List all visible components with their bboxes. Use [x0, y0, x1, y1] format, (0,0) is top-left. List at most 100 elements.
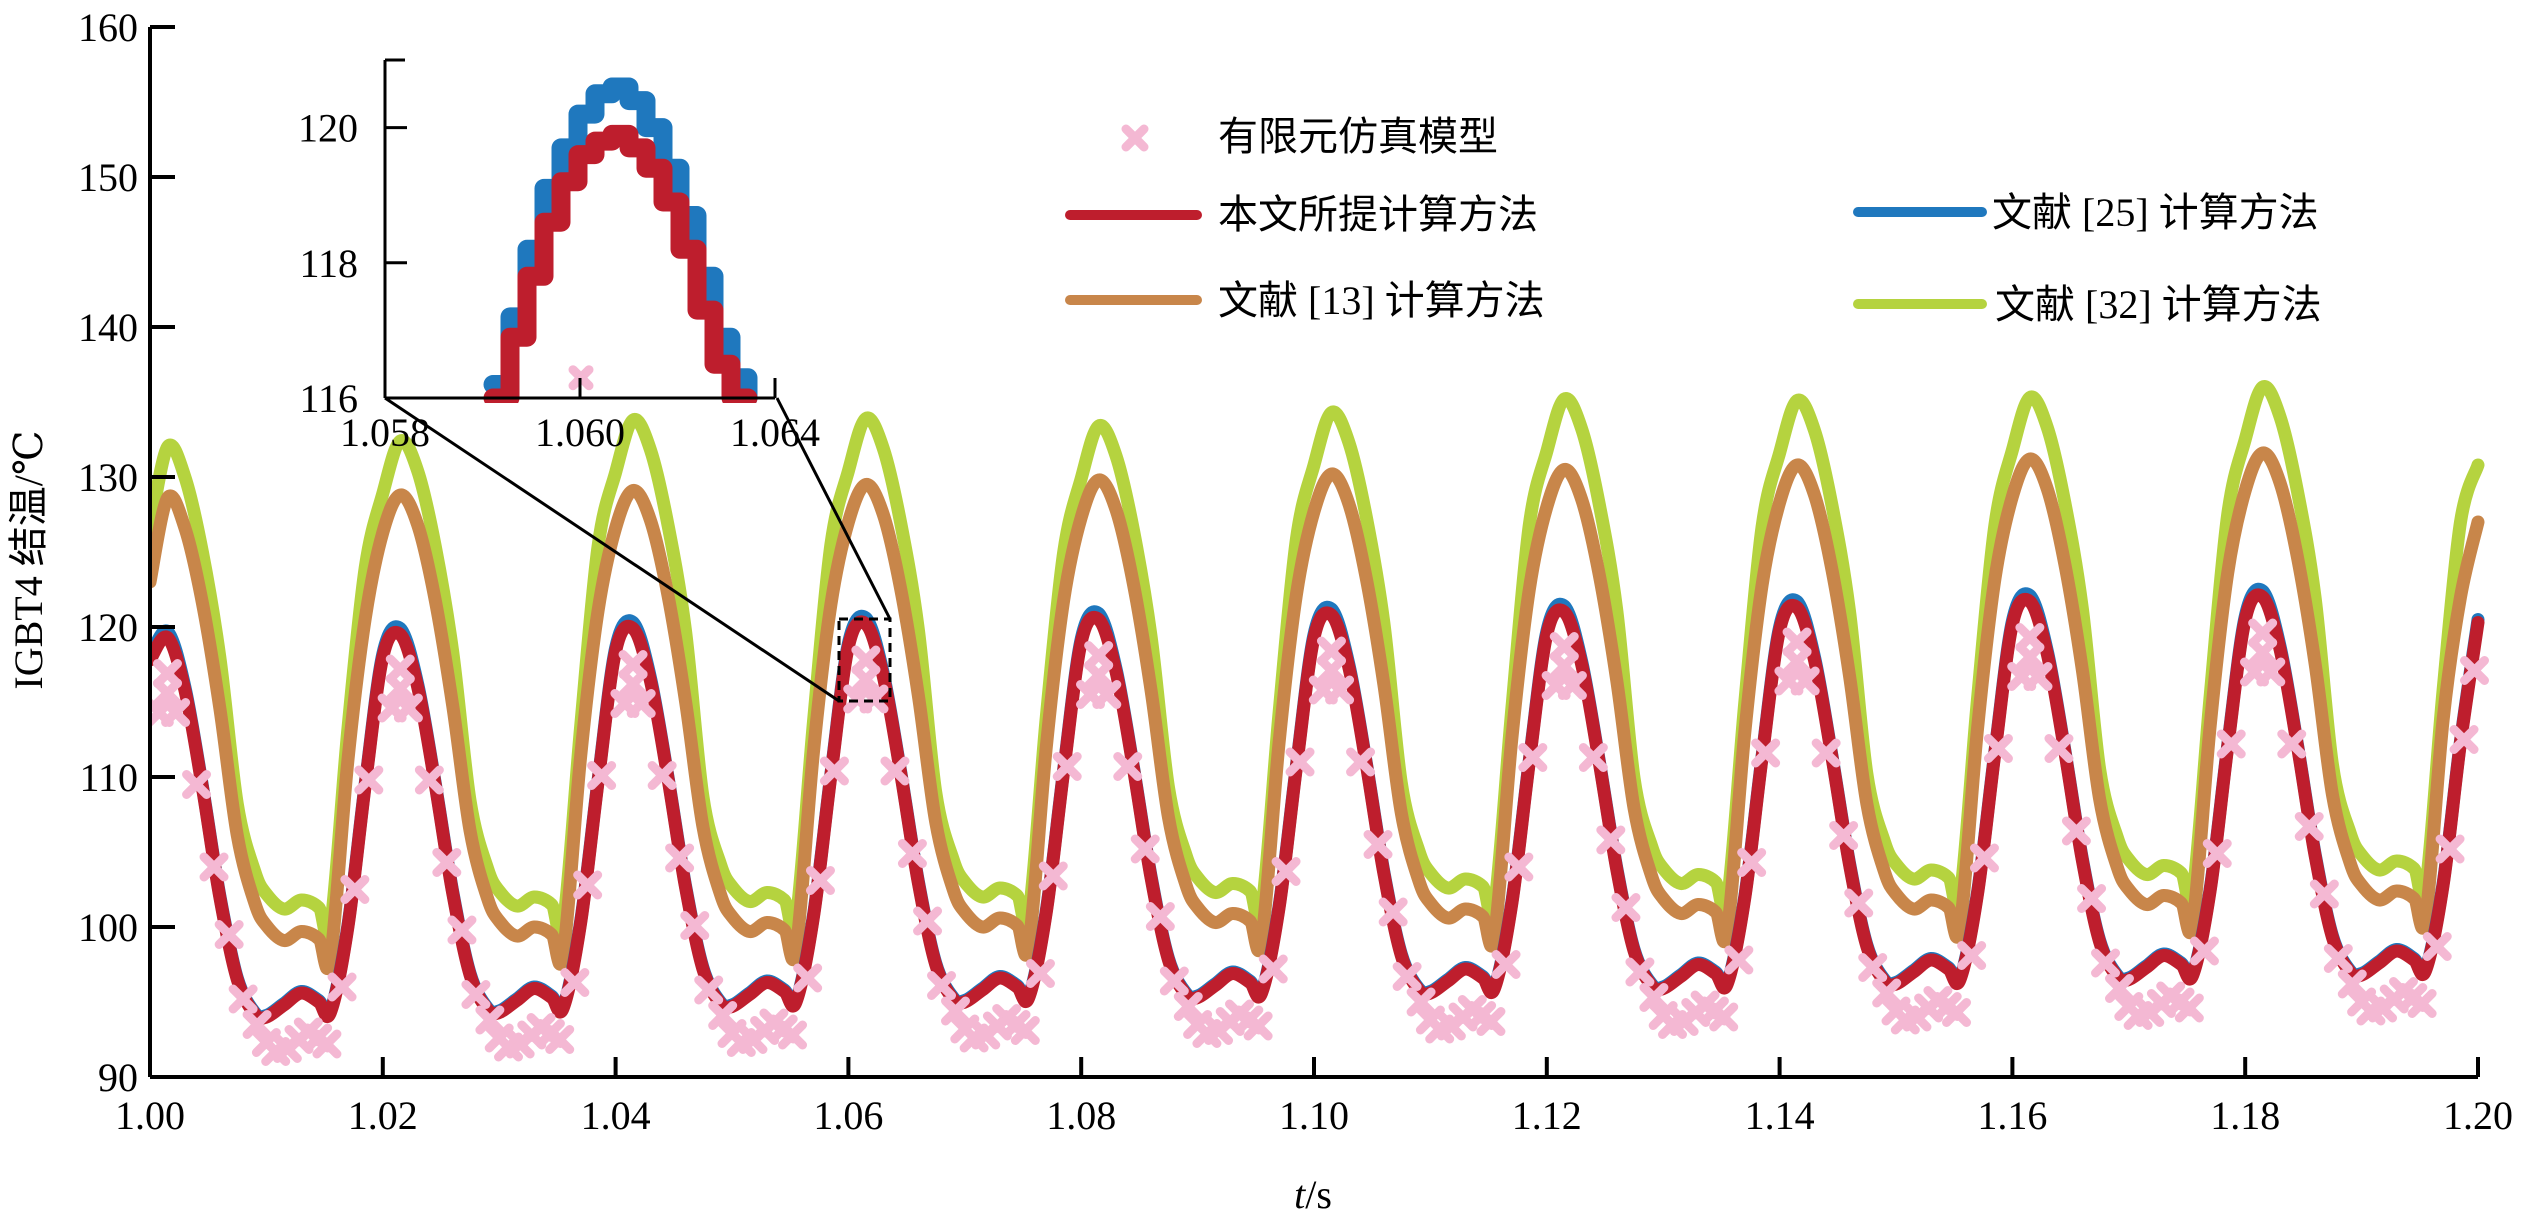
fe-marker	[573, 870, 603, 900]
x-tick-label: 1.04	[581, 1093, 651, 1138]
fe-marker	[1872, 978, 1902, 1008]
fe-marker	[1844, 888, 1874, 918]
x-tick-label: 1.14	[1745, 1093, 1815, 1138]
fe-marker	[708, 1001, 738, 1030]
fe-marker	[1392, 962, 1422, 991]
fe-marker	[913, 906, 943, 936]
fe-marker	[461, 980, 491, 1009]
fe-marker	[2061, 816, 2091, 846]
fe-marker	[805, 866, 835, 895]
fe-marker	[1737, 848, 1767, 877]
x-tick-label: 1.10	[1279, 1093, 1349, 1138]
legend-item-fe: 有限元仿真模型	[1121, 114, 1498, 159]
fe-marker	[1243, 1011, 1273, 1041]
inset-series-group	[483, 77, 758, 403]
fe-marker	[1084, 641, 1114, 670]
fe-marker	[385, 654, 415, 684]
y-tick-label: 150	[78, 155, 138, 200]
fe-marker	[1811, 738, 1841, 768]
fe-marker	[152, 659, 182, 688]
fe-marker	[1113, 752, 1143, 781]
fe-marker	[1038, 861, 1068, 891]
fe-marker	[242, 1010, 272, 1039]
x-axis-title-var: t	[1294, 1172, 1306, 1217]
legend: 有限元仿真模型 本文所提计算方法 文献 [25] 计算方法 文献 [13] 计算…	[1065, 114, 2322, 327]
fe-marker	[2091, 948, 2121, 978]
fe-marker	[340, 875, 370, 904]
fe-marker	[1790, 666, 1820, 696]
fe-marker	[1271, 857, 1301, 886]
zoom-region-box	[837, 617, 892, 703]
fe-marker	[327, 972, 357, 1002]
x-tick-label: 1.00	[115, 1093, 185, 1138]
fe-marker	[1639, 983, 1669, 1012]
fe-marker	[560, 968, 590, 997]
fe-marker	[1316, 636, 1346, 666]
x-tick-label: 1.18	[2210, 1093, 2280, 1138]
fe-marker	[1549, 632, 1579, 661]
inset-chart: 1.058 1.060 1.064 116 118 120	[298, 58, 820, 455]
fe-marker	[2422, 932, 2452, 961]
fe-marker	[1709, 1002, 1739, 1032]
x-axis-title: t/s	[1294, 1172, 1332, 1217]
inset-x-tick-label: 1.058	[340, 410, 430, 455]
fe-marker	[2216, 729, 2246, 759]
fe-marker	[1751, 738, 1781, 768]
fe-marker	[587, 761, 617, 790]
y-tick-label: 110	[79, 755, 138, 800]
fe-marker	[2248, 618, 2278, 648]
x-tick-label: 1.12	[1512, 1093, 1582, 1138]
fe-marker	[1145, 902, 1175, 931]
legend-label-proposed: 本文所提计算方法	[1218, 192, 1538, 237]
legend-item-ref25: 文献 [25] 计算方法	[1853, 190, 2319, 235]
fe-marker	[1285, 747, 1315, 777]
legend-item-ref32: 文献 [32] 计算方法	[1853, 282, 2322, 327]
fe-marker	[626, 689, 656, 718]
y-tick-label: 90	[98, 1055, 138, 1100]
fe-marker	[2407, 989, 2437, 1018]
fe-marker	[1363, 830, 1393, 859]
y-tick-label: 120	[78, 605, 138, 650]
fe-marker	[414, 765, 444, 795]
fe-marker	[1578, 743, 1608, 772]
fe-marker	[2015, 623, 2045, 652]
fe-marker	[1782, 627, 1812, 657]
fe-marker	[1406, 987, 1436, 1017]
fe-marker	[1504, 852, 1534, 882]
fe-marker	[1010, 1016, 1040, 1045]
fe-marker	[1724, 945, 1754, 975]
fe-marker	[432, 848, 462, 877]
fe-marker	[2337, 969, 2367, 999]
fe-marker	[2256, 657, 2286, 687]
x-tick-label: 1.02	[348, 1093, 418, 1138]
fe-marker	[2202, 839, 2232, 868]
inset-series-line-proposed	[483, 124, 758, 403]
main-series-group	[150, 380, 2485, 1025]
fe-marker	[1025, 959, 1055, 988]
fe-marker	[1625, 957, 1655, 987]
fe-marker	[851, 645, 881, 675]
legend-label-ref25: 文献 [25] 计算方法	[1992, 190, 2319, 235]
fe-marker	[214, 920, 244, 949]
fe-marker	[545, 1025, 575, 1054]
fe-marker	[897, 839, 927, 868]
fe-marker	[1378, 897, 1408, 927]
fe-marker	[1130, 834, 1160, 864]
inset-ticks: 1.058 1.060 1.064 116 118 120	[298, 106, 820, 455]
fe-marker	[228, 984, 258, 1014]
fe-marker	[819, 756, 849, 786]
legend-x-icon	[1121, 124, 1149, 152]
y-tick-label: 160	[78, 5, 138, 50]
fe-marker	[2189, 936, 2219, 966]
fe-marker	[1159, 966, 1189, 996]
fe-marker-group	[150, 618, 2490, 1066]
fe-marker	[1092, 680, 1122, 709]
fe-marker	[778, 1020, 808, 1050]
fe-marker	[393, 693, 423, 723]
inset-fe-marker	[568, 365, 594, 391]
fe-marker	[199, 852, 229, 882]
inset-x-tick-label: 1.064	[730, 410, 820, 455]
fe-marker	[1969, 843, 1999, 873]
y-tick-label: 130	[78, 455, 138, 500]
